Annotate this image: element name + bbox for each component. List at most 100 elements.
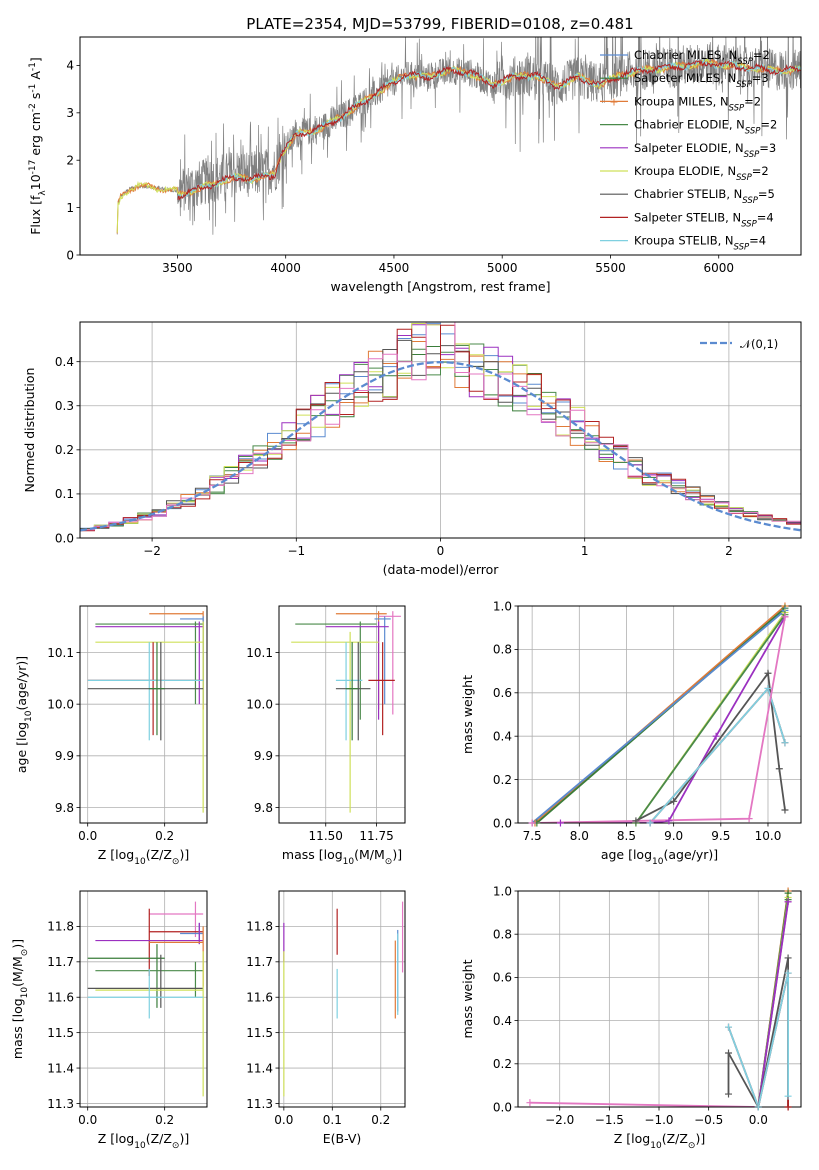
- grid-mass-vs-Z: [80, 891, 207, 1107]
- weight-marker: [712, 732, 720, 740]
- weight-marker: [725, 1023, 733, 1031]
- plot-area-age-vs-mass: [291, 611, 401, 813]
- y-tick-label: 9.9: [55, 749, 74, 763]
- y-tick-label: 0.0: [493, 816, 512, 830]
- weight-marker: [784, 969, 792, 977]
- y-tick-label: 11.8: [47, 920, 74, 934]
- x-tick-label: −1.5: [595, 1113, 624, 1127]
- y-axis-label: Flux [fλ10-17 erg cm-2 s-1 A-1]: [28, 57, 48, 235]
- legend-label: Kroupa MILES, NSSP=2: [634, 94, 761, 113]
- x-axis-label: mass [log10(M/M⊙)]: [282, 847, 402, 867]
- y-tick-label: 1.0: [493, 599, 512, 613]
- weight-marker: [784, 954, 792, 962]
- axes-frame-mass-vs-EBV: [278, 890, 406, 1108]
- y-tick-label: 11.4: [47, 1061, 74, 1075]
- y-axis-label: mass [log10(M/M⊙)]: [10, 939, 30, 1059]
- panel-spectrum: 3500 4000 4500 5000 5500 6000 0 1 2 3 4 wavelength …: [28, 36, 802, 294]
- x-tick-label: 11.50: [309, 829, 343, 843]
- x-tick-label: −1.0: [644, 1113, 673, 1127]
- y-tick-label: 0.8: [493, 928, 512, 942]
- grid-age-vs-Z: [80, 606, 207, 823]
- y-tick-label: 9.8: [254, 801, 273, 815]
- y-tick-label: 1: [66, 201, 74, 215]
- x-tick-label: 8.5: [617, 829, 636, 843]
- y-axis-label: Normed distribution: [22, 368, 37, 493]
- y-tick-label: 0.4: [493, 1014, 512, 1028]
- axes-frame-age-vs-mass: [278, 605, 406, 824]
- x-tick-label: 4500: [379, 261, 410, 275]
- weight-line: [560, 616, 786, 823]
- y-tick-label: 4: [66, 59, 74, 73]
- weight-marker: [781, 613, 789, 621]
- weight-marker: [556, 819, 564, 827]
- panel-age-vs-Z: 0.0 0.2 9.8 9.9 10.0 10.1 Z [log10(Z/Z⊙)] age […: [14, 605, 208, 867]
- x-tick-label: 1: [581, 544, 589, 558]
- axes-frame-mass-vs-Z: [79, 890, 208, 1108]
- y-tick-label: 0.0: [55, 531, 74, 545]
- y-tick-label: 0.2: [493, 773, 512, 787]
- plot-area-spectrum: [116, 37, 801, 235]
- x-axis-label: Z [log10(Z/Z⊙)]: [614, 1131, 705, 1151]
- x-tick-label: −1: [287, 544, 305, 558]
- weight-line: [727, 972, 789, 1107]
- panel-mass-weight-vs-age: 7.5 8.0 8.5 9.0 9.5 10.0 0.0 0.2 0.4 0.6 0.8 1.0 age…: [460, 599, 802, 867]
- panel-mass-vs-EBV: 0.0 0.1 0.2 11.3 11.4 11.5 11.6 11.7 11.8 E(B-V): [246, 890, 406, 1146]
- x-tick-label: 9.0: [664, 829, 683, 843]
- y-tick-label: 11.5: [246, 1026, 273, 1040]
- y-tick-label: 0.6: [493, 686, 512, 700]
- x-tick-label: 9.5: [711, 829, 730, 843]
- panel-mass-vs-Z: 0.0 0.2 11.3 11.4 11.5 11.6 11.7 11.8 Z [log10(Z…: [10, 890, 208, 1151]
- y-tick-label: 11.6: [246, 991, 273, 1005]
- weight-marker: [632, 817, 640, 825]
- weight-marker: [725, 1049, 733, 1057]
- plot-area-mass-vs-Z: [87, 901, 204, 1097]
- y-tick-label: 11.8: [246, 920, 273, 934]
- y-tick-label: 0.3: [55, 399, 74, 413]
- weight-marker: [784, 898, 792, 906]
- legend-label: 𝒩(0,1): [740, 337, 778, 351]
- x-tick-label: 10.0: [755, 829, 782, 843]
- weight-marker: [526, 1099, 534, 1107]
- y-axis-label: mass weight: [460, 675, 475, 754]
- legend-marker: +: [609, 95, 618, 108]
- y-tick-label: 0.4: [493, 730, 512, 744]
- x-axis-label: E(B-V): [323, 1131, 362, 1146]
- legend-label: Salpeter STELIB, NSSP=4: [634, 210, 774, 229]
- x-tick-label: 0.0: [274, 1113, 293, 1127]
- grid-mass-weight-vs-Z: [518, 890, 801, 1108]
- x-tick-label: 0.1: [323, 1113, 342, 1127]
- y-tick-label: 11.4: [246, 1061, 273, 1075]
- y-tick-label: 11.7: [246, 955, 273, 969]
- y-tick-label: 11.3: [47, 1097, 74, 1111]
- y-tick-label: 10.0: [246, 697, 273, 711]
- y-tick-label: 9.8: [55, 801, 74, 815]
- x-axis-label: age [log10(age/yr)]: [601, 847, 718, 867]
- legend-label: Salpeter MILES, NSSP=3: [634, 71, 769, 90]
- model-spectrum: [177, 58, 801, 201]
- x-tick-label: 0.0: [78, 829, 97, 843]
- grid-age-vs-mass: [279, 606, 405, 823]
- weight-marker: [670, 797, 678, 805]
- y-tick-label: 10.1: [246, 646, 273, 660]
- figure-title: PLATE=2354, MJD=53799, FIBERID=0108, z=0…: [246, 15, 633, 33]
- y-axis-label: age [log10(age/yr)]: [14, 656, 34, 773]
- x-axis-label: (data-model)/error: [383, 562, 500, 577]
- weight-marker: [784, 1103, 792, 1111]
- x-tick-label: 7.5: [523, 829, 542, 843]
- y-tick-label: 11.5: [47, 1026, 74, 1040]
- x-tick-label: 0.2: [155, 1113, 174, 1127]
- y-tick-label: 0.4: [55, 355, 74, 369]
- weight-marker: [781, 739, 789, 747]
- axes-frame-mass-weight-vs-Z: [517, 890, 802, 1108]
- weight-line: [635, 614, 786, 823]
- y-axis-label: mass weight: [460, 959, 475, 1038]
- y-tick-label: 10.0: [47, 697, 74, 711]
- y-tick-label: 9.9: [254, 749, 273, 763]
- y-tick-label: 0.2: [493, 1057, 512, 1071]
- panel-mass-weight-vs-Z: −2.0 −1.5 −1.0 −0.5 0.0 0.0 0.2 0.4 0.6 0.8 1.0 Z […: [460, 884, 802, 1151]
- plot-area-mass-weight-vs-age: [531, 606, 786, 823]
- x-tick-label: 6000: [703, 261, 734, 275]
- x-tick-label: 2: [725, 544, 733, 558]
- panel-age-vs-mass: 11.50 11.75 9.8 9.9 10.0 10.1 mass [log10(M/M⊙…: [246, 605, 406, 867]
- panel-residuals: −2 −1 0 1 2 0.0 0.1 0.2 0.3 0.4 (data-model)/error…: [22, 321, 802, 577]
